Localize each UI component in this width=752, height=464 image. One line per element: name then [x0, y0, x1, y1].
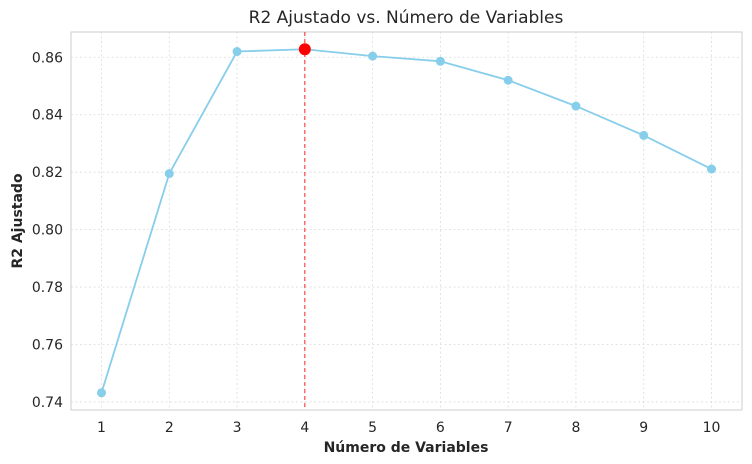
y-tick-label: 0.82 [32, 165, 63, 181]
data-point [232, 47, 242, 57]
y-tick-label: 0.78 [32, 280, 63, 296]
y-tick-label: 0.80 [32, 223, 63, 239]
data-point [97, 388, 106, 398]
x-tick-label: 3 [233, 420, 242, 436]
data-point [707, 164, 716, 174]
x-tick-label: 7 [504, 420, 513, 436]
plot-frame [70, 31, 743, 411]
series-line [100, 48, 712, 394]
x-tick-labels: 1 2 3 4 5 6 7 8 9 10 [97, 420, 720, 436]
x-tick-label: 6 [436, 420, 445, 436]
y-tick-label: 0.76 [32, 338, 63, 354]
chart-title: R2 Ajustado vs. Número de Variables [249, 8, 564, 28]
data-point [435, 56, 445, 66]
grid [71, 32, 742, 410]
x-tick-label: 1 [97, 420, 106, 436]
series-line-layer [100, 48, 712, 394]
y-tick-label: 0.74 [32, 395, 63, 411]
data-point [503, 75, 513, 85]
data-points [97, 43, 716, 398]
y-tick-labels: 0.74 0.76 0.78 0.80 0.82 0.84 0.86 [32, 50, 63, 411]
x-axis-label: Número de Variables [324, 440, 489, 456]
x-tick-label: 8 [571, 420, 580, 436]
data-point [368, 51, 378, 61]
y-tick-label: 0.84 [32, 108, 63, 124]
x-tick-label: 9 [639, 420, 648, 436]
x-tick-label: 5 [368, 420, 377, 436]
max-point-marker [298, 43, 311, 56]
y-tick-label: 0.86 [32, 50, 63, 66]
data-point [639, 130, 649, 140]
data-point [164, 169, 174, 179]
data-point [571, 101, 581, 111]
x-tick-label: 4 [300, 420, 309, 436]
y-axis-label: R2 Ajustado [10, 173, 26, 268]
x-tick-label: 10 [703, 420, 721, 436]
x-tick-label: 2 [165, 420, 174, 436]
